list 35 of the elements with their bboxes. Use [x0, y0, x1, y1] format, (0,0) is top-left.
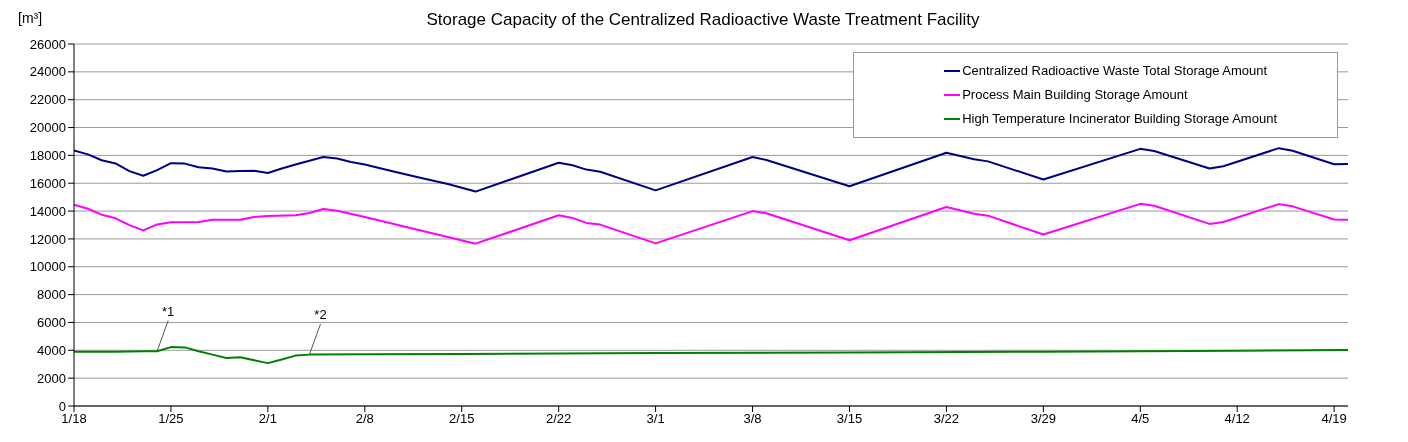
x-tick-label: 4/12	[1224, 411, 1250, 427]
y-axis-title: [m³]	[18, 10, 43, 26]
y-tick-label: 2000	[37, 370, 66, 386]
x-tick-label: 1/18	[61, 411, 87, 427]
y-tick-label: 20000	[29, 120, 66, 136]
x-tick-label: 3/22	[933, 411, 960, 427]
x-tick-label: 3/1	[646, 411, 665, 427]
y-tick-label: 26000	[29, 36, 66, 52]
x-tick-label: 3/15	[836, 411, 863, 427]
y-tick-label: 22000	[29, 92, 66, 108]
y-tick-label: 18000	[29, 148, 66, 163]
x-tick-label: 2/22	[546, 411, 572, 427]
y-tick-label: 6000	[37, 315, 66, 331]
legend-label: High Temperature Incinerator Building Storage Amount	[962, 110, 1277, 128]
x-tick-label: 4/19	[1321, 411, 1347, 427]
y-tick-label: 24000	[29, 64, 66, 80]
annotation: *1	[162, 303, 175, 319]
y-tick-label: 14000	[29, 203, 66, 219]
x-tick-label: 2/15	[449, 411, 475, 427]
y-tick-label: 16000	[29, 175, 66, 191]
chart-title: Storage Capacity of the Centralized Radioactive Waste Treatment Facility	[426, 10, 980, 29]
legend-label: Centralized Radioactive Waste Total Storage Amount	[962, 62, 1268, 80]
legend-label: Process Main Building Storage Amount	[962, 86, 1188, 104]
x-tick-label: 1/25	[158, 411, 184, 427]
y-tick-label: 10000	[29, 259, 66, 275]
x-tick-label: 4/5	[1131, 411, 1150, 427]
x-tick-label: 2/1	[258, 411, 277, 427]
x-tick-label: 3/8	[743, 411, 762, 427]
y-tick-label: 4000	[37, 342, 66, 358]
y-tick-label: 8000	[37, 287, 66, 303]
annotation: *2	[314, 306, 327, 322]
y-tick-label: 12000	[29, 231, 66, 247]
y-tick-label: 0	[58, 398, 66, 414]
x-tick-label: 2/8	[355, 411, 374, 427]
x-tick-label: 3/29	[1030, 411, 1056, 427]
